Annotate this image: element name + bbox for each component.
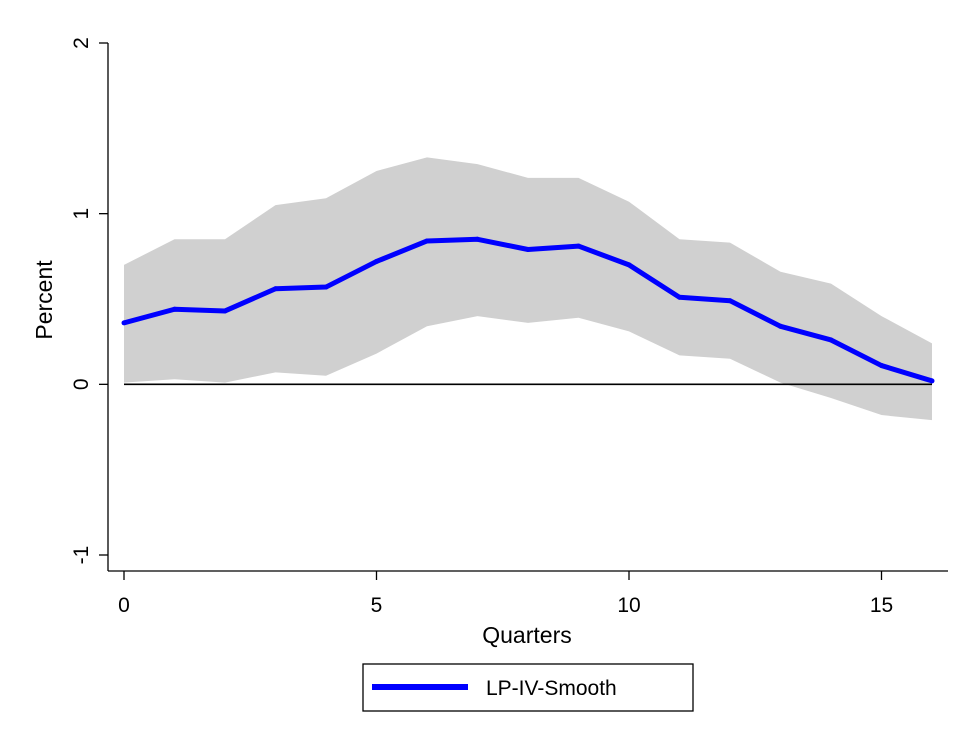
x-tick-label: 5	[371, 594, 383, 617]
y-tick-label: 2	[70, 37, 93, 49]
x-tick-label: 15	[870, 594, 893, 617]
data-point	[475, 236, 480, 242]
data-point	[929, 378, 935, 384]
data-point	[626, 262, 632, 268]
data-point	[323, 284, 329, 290]
y-tick-label: -1	[70, 546, 93, 565]
x-axis-title: Quarters	[482, 622, 571, 648]
x-tick-label: 10	[617, 594, 640, 617]
legend-label: LP-IV-Smooth	[486, 677, 617, 700]
data-point	[879, 363, 884, 369]
confidence-band	[124, 157, 932, 421]
data-point	[525, 247, 531, 253]
data-point	[273, 286, 278, 292]
data-point	[727, 298, 733, 304]
legend: LP-IV-Smooth	[362, 663, 694, 712]
data-point	[374, 258, 379, 264]
data-point	[222, 308, 228, 314]
x-tick-label: 0	[118, 594, 130, 617]
data-point	[172, 306, 177, 312]
y-tick-label: 1	[70, 208, 93, 220]
y-axis-title: Percent	[31, 260, 57, 340]
data-point	[121, 320, 127, 326]
data-point	[424, 238, 430, 244]
data-point	[576, 243, 581, 249]
data-point	[677, 294, 682, 300]
y-tick-label: 0	[70, 378, 93, 390]
data-point	[778, 323, 783, 329]
data-point	[828, 337, 834, 343]
